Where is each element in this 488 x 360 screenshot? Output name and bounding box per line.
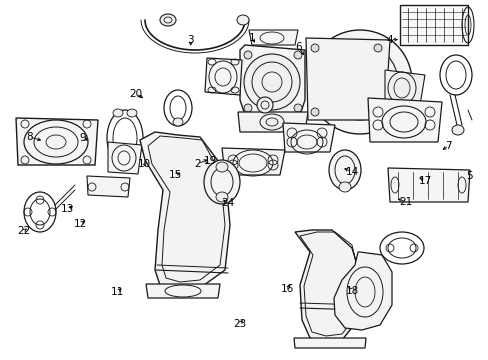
Ellipse shape <box>216 192 227 202</box>
Polygon shape <box>240 45 305 115</box>
Ellipse shape <box>310 108 318 116</box>
Text: 21: 21 <box>398 197 412 207</box>
Text: 17: 17 <box>418 176 431 186</box>
Ellipse shape <box>244 51 251 59</box>
Text: 18: 18 <box>345 286 358 296</box>
Ellipse shape <box>244 104 251 112</box>
Ellipse shape <box>307 30 411 134</box>
Ellipse shape <box>173 118 183 126</box>
Ellipse shape <box>127 158 137 166</box>
Ellipse shape <box>293 51 302 59</box>
Text: 6: 6 <box>294 42 301 52</box>
Ellipse shape <box>373 44 381 52</box>
Text: 14: 14 <box>345 167 358 177</box>
Ellipse shape <box>257 97 272 113</box>
Polygon shape <box>87 176 130 197</box>
Text: 7: 7 <box>445 141 451 151</box>
Ellipse shape <box>113 158 123 166</box>
Text: 10: 10 <box>138 159 150 169</box>
Text: 23: 23 <box>232 319 246 329</box>
Text: 11: 11 <box>110 287 124 297</box>
Polygon shape <box>367 98 441 142</box>
Polygon shape <box>238 112 307 132</box>
Polygon shape <box>140 132 229 290</box>
Polygon shape <box>333 252 391 330</box>
Ellipse shape <box>113 109 123 117</box>
Polygon shape <box>399 5 467 45</box>
Text: 13: 13 <box>61 204 74 214</box>
Ellipse shape <box>160 14 176 26</box>
Text: 15: 15 <box>168 170 182 180</box>
Polygon shape <box>248 30 297 45</box>
Ellipse shape <box>373 108 381 116</box>
Polygon shape <box>384 70 424 105</box>
Polygon shape <box>305 38 389 120</box>
Ellipse shape <box>203 160 240 204</box>
Text: 8: 8 <box>26 132 33 142</box>
Text: 24: 24 <box>220 198 234 208</box>
Polygon shape <box>222 148 285 175</box>
Text: 20: 20 <box>129 89 142 99</box>
Polygon shape <box>293 338 365 348</box>
Ellipse shape <box>127 109 137 117</box>
Polygon shape <box>204 58 242 95</box>
Text: 16: 16 <box>280 284 293 294</box>
Text: 2: 2 <box>194 159 201 169</box>
Text: 19: 19 <box>203 156 217 166</box>
Text: 1: 1 <box>248 33 255 43</box>
Ellipse shape <box>451 125 463 135</box>
Ellipse shape <box>310 44 318 52</box>
Ellipse shape <box>237 15 248 25</box>
Ellipse shape <box>293 104 302 112</box>
Ellipse shape <box>244 54 299 110</box>
Polygon shape <box>294 230 361 342</box>
Text: 5: 5 <box>465 171 472 181</box>
Ellipse shape <box>328 150 360 190</box>
Ellipse shape <box>216 162 227 172</box>
Polygon shape <box>387 168 469 202</box>
Text: 3: 3 <box>187 35 194 45</box>
Polygon shape <box>16 118 98 165</box>
Text: 12: 12 <box>74 219 87 229</box>
Polygon shape <box>283 123 334 152</box>
Ellipse shape <box>338 182 350 192</box>
Polygon shape <box>108 142 142 174</box>
Text: 22: 22 <box>17 226 30 236</box>
Text: 9: 9 <box>80 132 86 143</box>
Text: 4: 4 <box>386 35 393 45</box>
Polygon shape <box>146 284 220 298</box>
